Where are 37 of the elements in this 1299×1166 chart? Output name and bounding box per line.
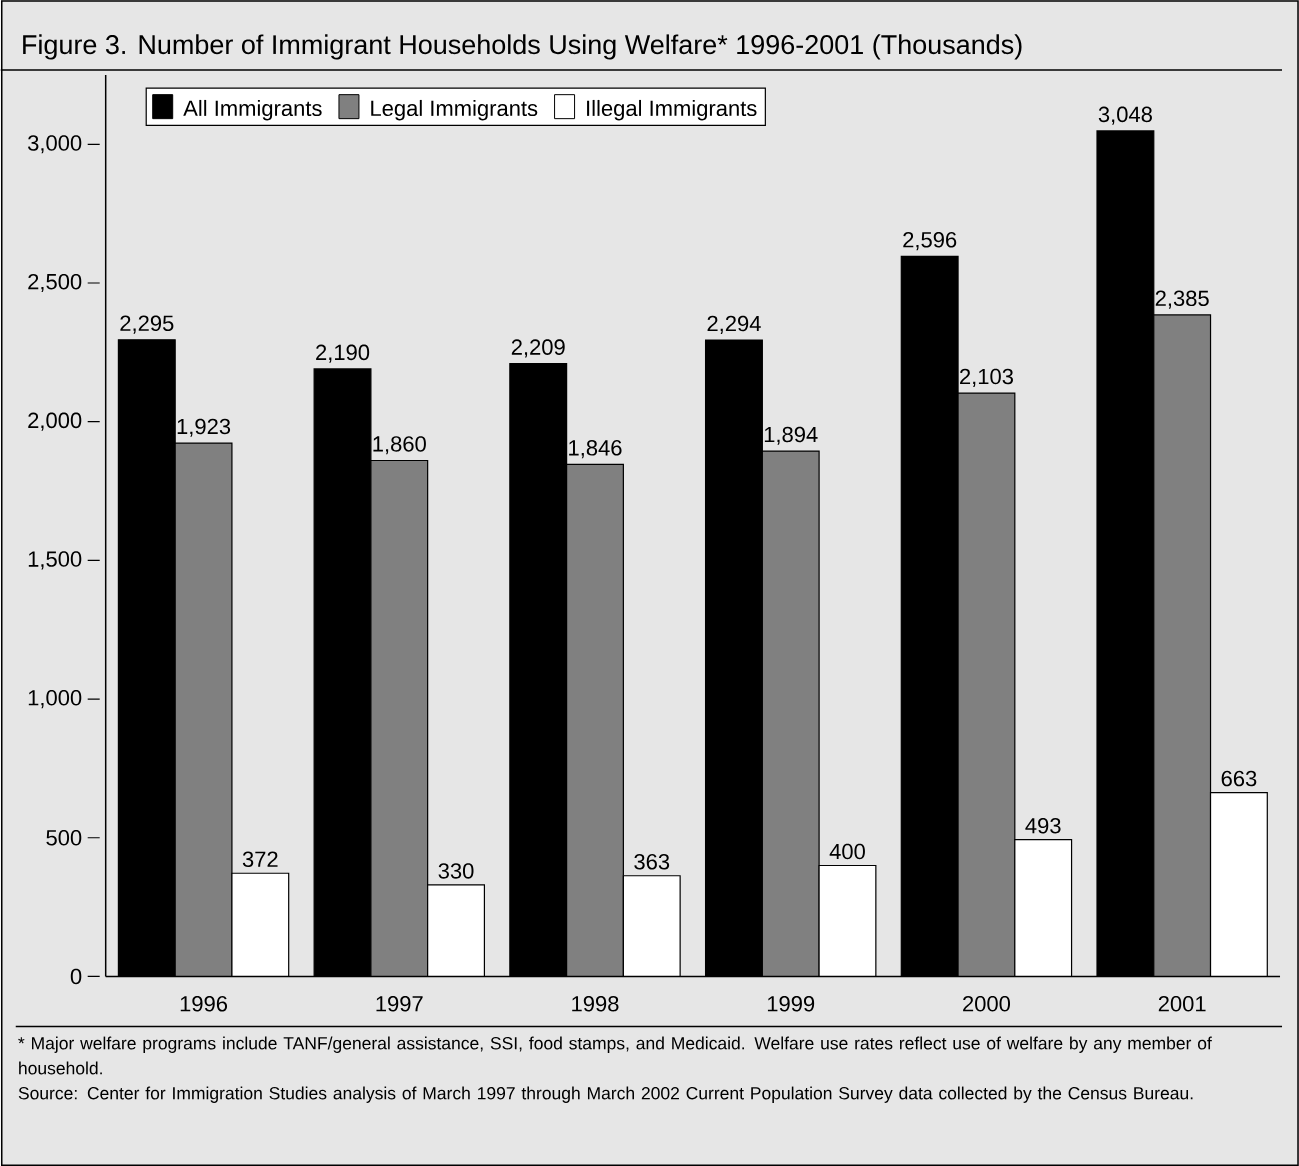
data-label: 400: [829, 843, 865, 860]
y-tick-label: 2,500: [28, 273, 82, 292]
data-label: 2,596: [903, 231, 957, 250]
y-tick-label: 0: [70, 968, 82, 985]
y-tick-label: 3,000: [27, 135, 82, 154]
x-tick-label: 1996: [180, 995, 228, 1012]
x-tick-label: 2001: [1158, 995, 1206, 1012]
data-label: 363: [634, 853, 670, 870]
data-label: 1,923: [177, 418, 231, 437]
x-tick-label: 1997: [376, 995, 423, 1012]
data-label: 2,294: [707, 315, 761, 334]
data-label: 2,385: [1155, 290, 1209, 309]
data-label: 1,894: [764, 426, 818, 445]
chart-title: Figure 3. Number of Immigrant Households Using Welfare* 1996-2001 (Thousands): [23, 34, 1022, 60]
data-label: 2,190: [316, 344, 370, 363]
data-label: 3,048: [1098, 106, 1152, 125]
data-label: 663: [1221, 770, 1257, 787]
data-label: 330: [438, 862, 474, 879]
data-label: 372: [242, 851, 278, 867]
y-tick-label: 1,000: [28, 689, 82, 708]
source-note: Source: Center for Immigration Studies analysis of March 1997 through March 2002 Current Population Survey data collected by the Census Bureau.: [18, 1086, 1193, 1103]
y-tick-label: 500: [46, 829, 82, 846]
legend-label: Legal Immigrants: [371, 99, 538, 121]
data-label: 2,295: [120, 315, 174, 334]
x-tick-label: 1998: [572, 995, 619, 1012]
data-label: 2,103: [960, 368, 1013, 387]
x-tick-label: 2000: [963, 995, 1011, 1012]
text: * Major welfare programs include TANF/general assistance, SSI, food stamps, and Medicaid. Welfare use rates reflect use of welfare by any member of household.: [18, 1036, 1212, 1075]
legend-label: All Immigrants: [183, 99, 322, 121]
x-tick-label: 1999: [767, 995, 815, 1012]
data-label: 1,860: [373, 435, 426, 455]
y-tick-label: 2,000: [28, 412, 82, 431]
legend-label: Illegal Immigrants: [587, 99, 757, 121]
y-tick-label: 1,500: [28, 551, 82, 570]
data-label: 493: [1025, 817, 1061, 834]
data-label: 1,846: [569, 439, 622, 459]
data-label: 2,209: [511, 339, 565, 358]
